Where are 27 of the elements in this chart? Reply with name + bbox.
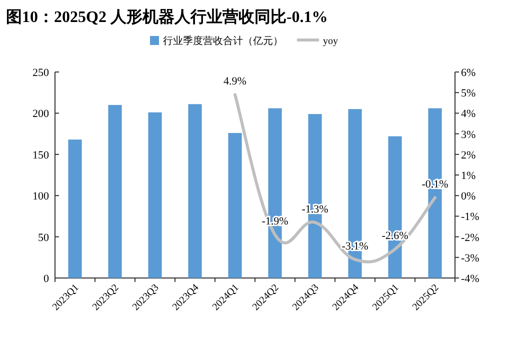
legend-label: yoy: [323, 36, 338, 47]
y2-tick-label: -1%: [461, 211, 480, 224]
bar: [228, 132, 242, 278]
y2-tick-label: 0%: [461, 190, 476, 203]
bar: [68, 140, 82, 278]
bar: [108, 104, 122, 278]
y2-tick-label: 2%: [461, 149, 476, 162]
y-tick-label: 150: [32, 149, 50, 162]
data-label: 4.9%: [224, 76, 246, 88]
y-tick-label: 250: [32, 67, 50, 79]
y2-tick-label: -4%: [461, 273, 480, 285]
y2-tick-label: 1%: [461, 170, 476, 182]
y2-tick-label: -3%: [461, 252, 480, 264]
y2-tick-label: 6%: [461, 67, 476, 79]
y-tick-label: 200: [32, 108, 50, 120]
y-tick-label: 50: [38, 232, 50, 244]
data-label: -1.9%: [262, 216, 288, 228]
bar: [148, 112, 162, 278]
title: 图10：2025Q2 人形机器人行业营收同比-0.1%: [6, 9, 328, 26]
y2-tick-label: 4%: [461, 108, 476, 120]
y2-tick-label: 5%: [461, 88, 476, 100]
y2-tick-label: -2%: [461, 232, 480, 244]
bar: [188, 104, 202, 278]
y-tick-label: 0: [44, 273, 50, 285]
y2-tick-label: 3%: [461, 128, 476, 141]
legend-label: 行业季度营收合计（亿元）: [163, 35, 283, 47]
y-tick-label: 100: [32, 190, 50, 203]
